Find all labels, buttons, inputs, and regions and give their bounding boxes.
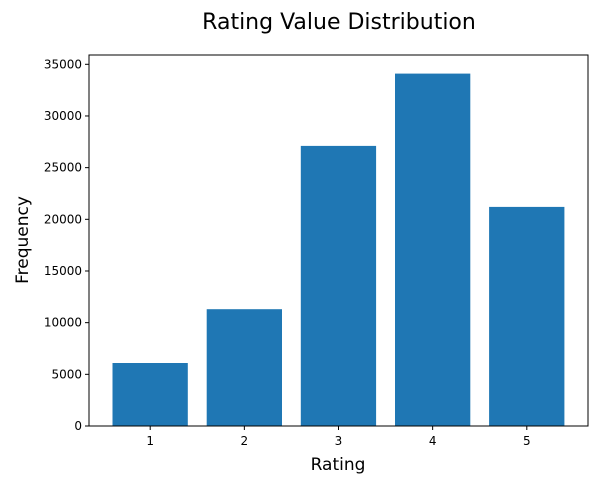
y-tick-label: 25000 [44, 161, 82, 175]
bar-rating-2 [206, 309, 282, 426]
plot-frame [88, 54, 589, 427]
x-tick-label: 2 [241, 434, 249, 448]
y-tick-label: 15000 [44, 264, 82, 278]
y-tick-label: 35000 [44, 57, 82, 71]
x-tick-label: 5 [523, 434, 531, 448]
bar-rating-5 [489, 206, 565, 426]
y-tick-label: 20000 [44, 212, 82, 226]
x-tick-label: 1 [146, 434, 154, 448]
y-tick-label: 30000 [44, 109, 82, 123]
y-tick-label: 0 [74, 419, 82, 433]
plot-area: 1 2 3 4 5 0 5000 10000 15000 20000 25000 30000 35000 [44, 57, 565, 448]
bar-rating-1 [112, 363, 188, 426]
y-tick-label: 5000 [51, 367, 82, 381]
bar-rating-4 [395, 73, 471, 426]
y-axis-label: Frequency [13, 196, 33, 284]
chart-title: Rating Value Distribution [202, 10, 476, 35]
x-axis-label: Rating [311, 455, 366, 475]
x-tick-label: 4 [429, 434, 437, 448]
bar-rating-3 [300, 145, 377, 426]
y-tick-label: 10000 [44, 316, 82, 330]
x-tick-label: 3 [335, 434, 343, 448]
